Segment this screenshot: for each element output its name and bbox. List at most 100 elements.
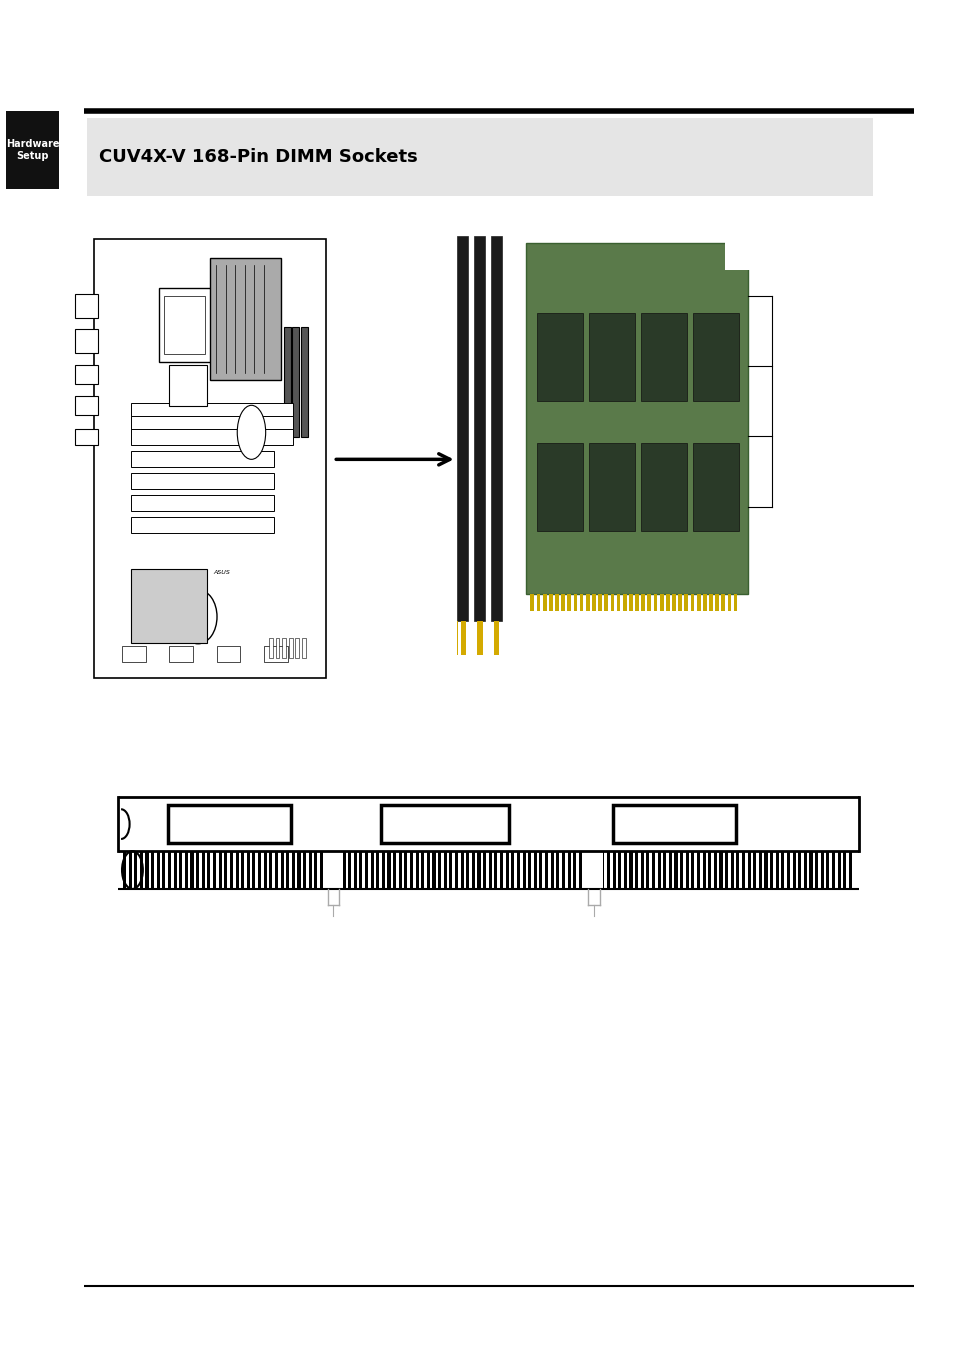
Bar	[781, 851, 783, 889]
Bar	[612, 851, 615, 889]
Bar	[612, 805, 736, 843]
Bar	[323, 844, 342, 896]
Bar	[151, 851, 154, 889]
Bar	[578, 851, 581, 889]
Bar	[74, 365, 98, 384]
Bar	[623, 851, 626, 889]
Bar	[550, 851, 553, 889]
Bar	[555, 594, 558, 611]
Bar	[606, 851, 609, 889]
Bar	[505, 851, 508, 889]
Bar	[691, 851, 694, 889]
Bar	[567, 594, 571, 611]
Bar	[213, 851, 216, 889]
Bar	[678, 594, 681, 611]
Bar	[466, 851, 469, 889]
Bar	[370, 851, 374, 889]
Bar	[170, 365, 207, 405]
Bar	[74, 430, 98, 446]
Bar	[168, 851, 171, 889]
Bar	[74, 330, 98, 354]
Bar	[727, 594, 731, 611]
Bar	[132, 430, 293, 446]
Bar	[724, 236, 752, 270]
Bar	[589, 851, 593, 889]
Bar	[685, 851, 688, 889]
Bar	[162, 851, 165, 889]
Bar	[525, 243, 747, 594]
Bar	[348, 851, 351, 889]
Bar	[653, 594, 657, 611]
Text: CUV4X-V 168-Pin DIMM Sockets: CUV4X-V 168-Pin DIMM Sockets	[99, 147, 417, 166]
Bar	[381, 851, 384, 889]
Bar	[585, 594, 589, 611]
Bar	[241, 851, 244, 889]
Bar	[437, 851, 440, 889]
Bar	[567, 851, 570, 889]
Bar	[753, 851, 756, 889]
Bar	[179, 851, 182, 889]
Bar	[336, 851, 339, 889]
Bar	[132, 473, 274, 489]
Text: ASUS: ASUS	[213, 570, 230, 576]
Bar	[263, 851, 267, 889]
Bar	[561, 851, 564, 889]
Bar	[635, 851, 638, 889]
Bar	[533, 851, 537, 889]
Bar	[814, 851, 818, 889]
Bar	[456, 236, 467, 621]
Bar	[662, 851, 665, 889]
Bar	[387, 851, 390, 889]
Bar	[668, 851, 671, 889]
Bar	[132, 496, 274, 511]
Bar	[210, 258, 280, 380]
Bar	[544, 851, 548, 889]
Bar	[573, 851, 576, 889]
Bar	[488, 851, 492, 889]
Bar	[264, 646, 288, 662]
Bar	[164, 296, 205, 354]
Bar	[792, 851, 795, 889]
Bar	[74, 396, 98, 415]
Bar	[693, 443, 739, 531]
Bar	[359, 851, 362, 889]
Bar	[473, 236, 484, 621]
Bar	[683, 594, 687, 611]
Bar	[235, 851, 238, 889]
Bar	[145, 851, 149, 889]
Circle shape	[179, 589, 216, 644]
Bar	[657, 851, 660, 889]
Bar	[393, 851, 395, 889]
Bar	[269, 638, 273, 658]
Bar	[460, 851, 463, 889]
Bar	[303, 851, 306, 889]
Bar	[129, 851, 132, 889]
Bar	[331, 851, 334, 889]
Bar	[537, 313, 582, 401]
Bar	[196, 851, 199, 889]
Bar	[87, 118, 873, 196]
Bar	[201, 851, 205, 889]
Bar	[416, 851, 418, 889]
Bar	[733, 594, 737, 611]
Bar	[482, 851, 486, 889]
Bar	[426, 851, 430, 889]
Bar	[325, 851, 328, 889]
Bar	[132, 569, 207, 643]
Bar	[286, 851, 289, 889]
Bar	[592, 594, 596, 611]
Bar	[720, 594, 724, 611]
Bar	[736, 851, 739, 889]
Bar	[158, 288, 211, 362]
Bar	[269, 851, 273, 889]
Bar	[842, 851, 845, 889]
Bar	[289, 638, 293, 658]
Bar	[207, 851, 211, 889]
Bar	[640, 313, 686, 401]
Bar	[132, 517, 274, 534]
Bar	[715, 594, 719, 611]
Bar	[282, 638, 286, 658]
Bar	[302, 638, 306, 658]
Bar	[584, 844, 602, 896]
Bar	[548, 594, 552, 611]
